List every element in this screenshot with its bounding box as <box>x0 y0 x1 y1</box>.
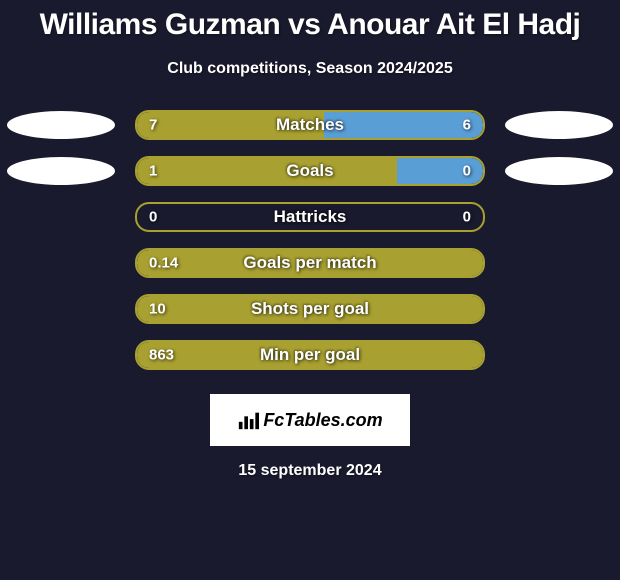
stat-row: 7 Matches 6 <box>0 110 620 140</box>
stat-label: Goals per match <box>243 253 376 273</box>
value-right: 0 <box>463 209 471 226</box>
value-right: 0 <box>463 163 471 180</box>
fill-right <box>324 112 483 138</box>
player-right-marker <box>505 157 613 185</box>
value-left: 0.14 <box>149 255 178 272</box>
value-left: 10 <box>149 301 166 318</box>
stat-rows: 7 Matches 6 1 Goals 0 0 Hattricks 0 0.14 Goals per… <box>0 110 620 386</box>
stat-bar: 0.14 Goals per match <box>135 248 485 278</box>
value-left: 1 <box>149 163 157 180</box>
stat-bar: 0 Hattricks 0 <box>135 202 485 232</box>
bars-icon <box>237 409 259 431</box>
stat-label: Matches <box>276 115 344 135</box>
comparison-infographic: Williams Guzman vs Anouar Ait El Hadj Cl… <box>0 0 620 580</box>
stat-label: Hattricks <box>274 207 347 227</box>
value-right: 6 <box>463 117 471 134</box>
date-text: 15 september 2024 <box>238 462 381 480</box>
stat-bar: 863 Min per goal <box>135 340 485 370</box>
subtitle: Club competitions, Season 2024/2025 <box>167 60 452 78</box>
stat-bar: 7 Matches 6 <box>135 110 485 140</box>
stat-label: Min per goal <box>260 345 360 365</box>
stat-label: Shots per goal <box>251 299 369 319</box>
stat-row: 1 Goals 0 <box>0 156 620 186</box>
player-left-marker <box>7 157 115 185</box>
stat-row: 0 Hattricks 0 <box>0 202 620 232</box>
value-left: 863 <box>149 347 174 364</box>
value-left: 0 <box>149 209 157 226</box>
value-left: 7 <box>149 117 157 134</box>
player-right-marker <box>505 111 613 139</box>
logo-text: FcTables.com <box>263 410 382 431</box>
logo: FcTables.com <box>237 409 382 431</box>
stat-bar: 10 Shots per goal <box>135 294 485 324</box>
stat-label: Goals <box>286 161 333 181</box>
stat-row: 0.14 Goals per match <box>0 248 620 278</box>
stat-bar: 1 Goals 0 <box>135 156 485 186</box>
logo-box: FcTables.com <box>210 394 410 446</box>
stat-row: 10 Shots per goal <box>0 294 620 324</box>
player-left-marker <box>7 111 115 139</box>
stat-row: 863 Min per goal <box>0 340 620 370</box>
page-title: Williams Guzman vs Anouar Ait El Hadj <box>40 8 581 42</box>
fill-left <box>137 158 397 184</box>
